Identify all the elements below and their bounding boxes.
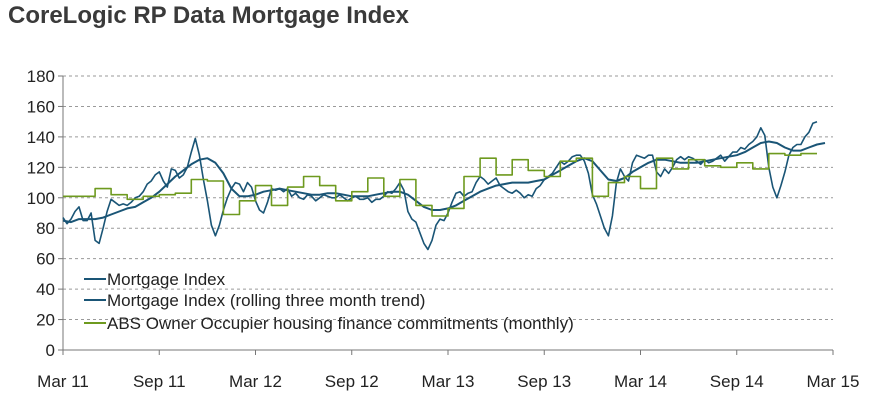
- axes: 0 20 40 60 80 100 120 140 160 180 Mar 11 Sep 11 Mar …: [27, 67, 860, 391]
- x-tick-label: Sep 14: [710, 372, 764, 391]
- series-line-2: [63, 152, 817, 217]
- legend-label: ABS Owner Occupier housing finance commi…: [107, 314, 574, 333]
- y-tick-label: 100: [27, 189, 55, 208]
- x-tick-label: Sep 13: [517, 372, 571, 391]
- y-tick-label: 40: [36, 280, 55, 299]
- y-tick-label: 160: [27, 97, 55, 116]
- y-tick-label: 0: [46, 341, 55, 360]
- y-tick-label: 120: [27, 158, 55, 177]
- y-tick-label: 20: [36, 311, 55, 330]
- series-line-0: [62, 120, 818, 251]
- x-tick-label: Sep 11: [133, 372, 186, 391]
- legend-label: Mortgage Index: [107, 270, 226, 289]
- series-lines: [62, 120, 826, 251]
- x-tick-label: Sep 12: [325, 372, 379, 391]
- chart-title: CoreLogic RP Data Mortgage Index: [8, 2, 409, 29]
- y-tick-label: 140: [27, 128, 55, 147]
- x-tick-label: Mar 11: [37, 372, 89, 391]
- legend-label: Mortgage Index (rolling three month tren…: [107, 291, 425, 310]
- gridlines: [63, 75, 833, 321]
- y-tick-label: 80: [36, 219, 55, 238]
- x-tick-label: Mar 15: [807, 372, 860, 391]
- x-tick-label: Mar 14: [614, 372, 667, 391]
- x-tick-label: Mar 13: [422, 372, 475, 391]
- y-tick-label: 180: [27, 67, 55, 86]
- x-tick-label: Mar 12: [229, 372, 282, 391]
- legend: Mortgage Index Mortgage Index (rolling th…: [84, 270, 574, 333]
- y-tick-label: 60: [36, 250, 55, 269]
- series-line-1: [62, 140, 826, 224]
